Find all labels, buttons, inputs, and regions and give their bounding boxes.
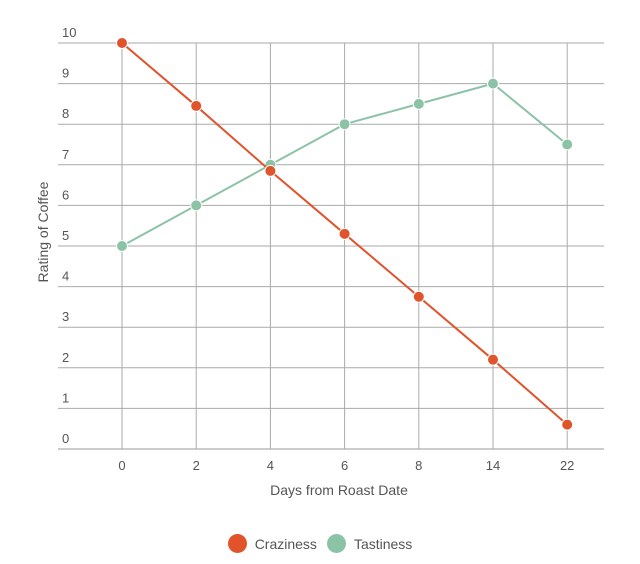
data-point-craziness: [190, 99, 203, 112]
y-tick-label: 6: [62, 187, 69, 202]
x-tick-label: 14: [486, 458, 500, 473]
line-chart: 0 1 2 3 4 5 6 7 8 9 10 0 2 4 6 8 14 22 Days from Roast D…: [35, 25, 604, 498]
x-axis-label: Days from Roast Date: [270, 482, 408, 498]
legend-label: Craziness: [254, 535, 317, 552]
y-tick-label: 0: [62, 431, 69, 446]
legend: Craziness Tastiness: [0, 534, 640, 553]
x-tick-label: 6: [341, 458, 348, 473]
data-point-craziness: [338, 227, 351, 240]
grid: [58, 42, 604, 450]
legend-label: Tastiness: [353, 535, 413, 552]
y-tick-label: 5: [62, 228, 69, 243]
legend-item-tastiness[interactable]: Tastiness: [326, 534, 413, 553]
x-tick-label: 8: [415, 458, 422, 473]
y-tick-labels: 0 1 2 3 4 5 6 7 8 9 10: [62, 25, 76, 446]
y-tick-label: 2: [62, 350, 69, 365]
data-point-tastiness: [338, 118, 351, 131]
y-tick-label: 7: [62, 147, 69, 162]
data-point-craziness: [116, 37, 128, 49]
data-point-tastiness: [561, 138, 574, 151]
y-tick-label: 4: [62, 269, 69, 284]
x-tick-label: 0: [118, 458, 125, 473]
y-tick-label: 3: [62, 309, 69, 324]
data-point-craziness: [412, 290, 425, 303]
data-point-craziness: [264, 164, 277, 177]
legend-item-craziness[interactable]: Craziness: [227, 534, 317, 553]
data-point-tastiness: [116, 240, 128, 252]
x-tick-label: 4: [267, 458, 274, 473]
legend-marker-tastiness: [326, 534, 346, 553]
data-point-tastiness: [412, 97, 425, 110]
y-axis-label: Rating of Coffee: [35, 181, 51, 282]
data-point-tastiness: [487, 77, 499, 90]
x-tick-label: 2: [193, 458, 200, 473]
x-tick-labels: 0 2 4 6 8 14 22: [118, 458, 574, 473]
x-tick-label: 22: [560, 458, 574, 473]
y-tick-label: 8: [62, 106, 69, 121]
y-tick-label: 1: [62, 390, 69, 405]
data-point-craziness: [487, 353, 499, 366]
legend-marker-craziness: [227, 534, 247, 553]
data-point-craziness: [561, 418, 574, 431]
data-point-tastiness: [190, 199, 203, 212]
y-tick-label: 10: [62, 25, 76, 40]
y-tick-label: 9: [62, 66, 69, 81]
series: [116, 37, 574, 431]
